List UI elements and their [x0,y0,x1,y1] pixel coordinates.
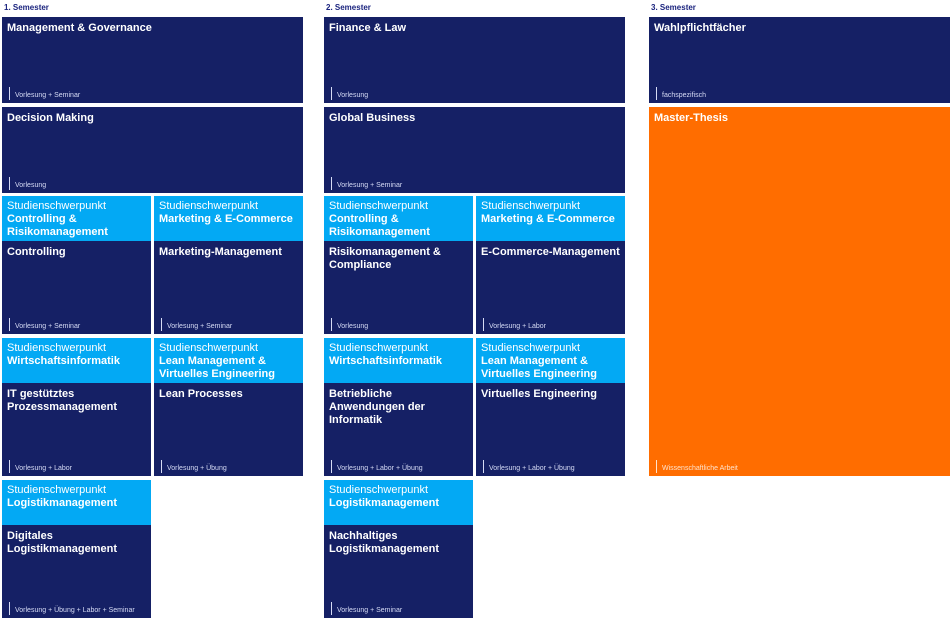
module-wahlpflichtfaecher[interactable]: Wahlpflichtfächer fachspezifisch [649,17,950,103]
specialization-label: Studienschwerpunkt [329,484,429,496]
specialization-name: Logistikmanagement [329,497,440,509]
module-type: Vorlesung + Labor [9,460,72,473]
module-type: Vorlesung + Seminar [331,602,402,615]
module-type: Vorlesung + Seminar [9,87,80,100]
module-title: Marketing-Management [159,246,282,258]
module-betriebliche-anwendungen[interactable]: Betriebliche Anwendungen der Informatik … [324,383,473,476]
module-type: Wissenschaftliche Arbeit [656,460,738,473]
module-type: Vorlesung + Labor + Übung [483,460,575,473]
specialization-name: Logistikmanagement [7,497,118,509]
specialization-header-wirtschaftsinformatik: Studienschwerpunkt Wirtschaftsinformatik [2,338,151,383]
module-type: Vorlesung + Seminar [331,177,402,190]
module-title: Finance & Law [329,22,407,34]
module-type: Vorlesung [331,318,368,331]
module-title: Lean Processes [159,388,243,400]
specialization-header-lean: Studienschwerpunkt Lean Management & Vir… [476,338,625,383]
specialization-name: Marketing & E-Commerce [481,213,615,225]
module-title: Controlling [7,246,66,258]
module-title: Decision Making [7,112,94,124]
specialization-label: Studienschwerpunkt [329,200,429,212]
specialization-header-wirtschaftsinformatik: Studienschwerpunkt Wirtschaftsinformatik [324,338,473,383]
specialization-name: Controlling & Risikomanagement [329,213,430,238]
specialization-name: Wirtschaftsinformatik [7,355,120,367]
module-global-business[interactable]: Global Business Vorlesung + Seminar [324,107,625,193]
module-title: Betriebliche Anwendungen der Informatik [329,388,425,426]
module-it-prozessmanagement[interactable]: IT gestütztes Prozessmanagement Vorlesun… [2,383,151,476]
semester-1-heading: 1. Semester [4,3,49,12]
module-master-thesis[interactable]: Master-Thesis Wissenschaftliche Arbeit [649,107,950,476]
module-title: E-Commerce-Management [481,246,620,258]
module-digitales-logistikmanagement[interactable]: Digitales Logistikmanagement Vorlesung +… [2,525,151,618]
module-type: Vorlesung [9,177,46,190]
module-title: Wahlpflichtfächer [654,22,746,34]
specialization-name: Lean Management & Virtuelles Engineering [159,355,275,380]
specialization-label: Studienschwerpunkt [159,200,259,212]
specialization-label: Studienschwerpunkt [481,200,581,212]
module-type: Vorlesung + Übung + Labor + Seminar [9,602,135,615]
module-e-commerce-management[interactable]: E-Commerce-Management Vorlesung + Labor [476,241,625,334]
module-title: Nachhaltiges Logistikmanagement [329,530,440,555]
module-title: Risikomanagement & Compliance [329,246,441,271]
module-type: Vorlesung + Labor [483,318,546,331]
module-type: Vorlesung + Übung [161,460,227,473]
semester-3-heading: 3. Semester [651,3,696,12]
module-title: Digitales Logistikmanagement [7,530,118,555]
module-type: Vorlesung + Seminar [9,318,80,331]
module-nachhaltiges-logistikmanagement[interactable]: Nachhaltiges Logistikmanagement Vorlesun… [324,525,473,618]
specialization-header-marketing: Studienschwerpunkt Marketing & E-Commerc… [154,196,303,241]
specialization-label: Studienschwerpunkt [7,484,107,496]
specialization-header-logistik: Studienschwerpunkt Logistikmanagement [2,480,151,525]
specialization-label: Studienschwerpunkt [329,342,429,354]
module-marketing-management[interactable]: Marketing-Management Vorlesung + Seminar [154,241,303,334]
specialization-header-controlling: Studienschwerpunkt Controlling & Risikom… [2,196,151,241]
specialization-label: Studienschwerpunkt [159,342,259,354]
semester-2-heading: 2. Semester [326,3,371,12]
module-decision-making[interactable]: Decision Making Vorlesung [2,107,303,193]
specialization-name: Wirtschaftsinformatik [329,355,442,367]
module-title: Management & Governance [7,22,152,34]
module-title: Virtuelles Engineering [481,388,597,400]
specialization-header-logistik: Studienschwerpunkt Logistikmanagement [324,480,473,525]
module-type: Vorlesung + Labor + Übung [331,460,423,473]
module-risikomanagement-compliance[interactable]: Risikomanagement & Compliance Vorlesung [324,241,473,334]
specialization-label: Studienschwerpunkt [7,342,107,354]
module-title: Master-Thesis [654,112,728,124]
specialization-name: Lean Management & Virtuelles Engineering [481,355,597,380]
module-type: fachspezifisch [656,87,706,100]
specialization-label: Studienschwerpunkt [7,200,107,212]
specialization-header-lean: Studienschwerpunkt Lean Management & Vir… [154,338,303,383]
specialization-header-controlling: Studienschwerpunkt Controlling & Risikom… [324,196,473,241]
module-finance-law[interactable]: Finance & Law Vorlesung [324,17,625,103]
specialization-name: Marketing & E-Commerce [159,213,293,225]
module-virtuelles-engineering[interactable]: Virtuelles Engineering Vorlesung + Labor… [476,383,625,476]
module-lean-processes[interactable]: Lean Processes Vorlesung + Übung [154,383,303,476]
module-controlling[interactable]: Controlling Vorlesung + Seminar [2,241,151,334]
module-title: IT gestütztes Prozessmanagement [7,388,118,413]
module-type: Vorlesung + Seminar [161,318,232,331]
module-title: Global Business [329,112,416,124]
module-type: Vorlesung [331,87,368,100]
specialization-name: Controlling & Risikomanagement [7,213,108,238]
specialization-header-marketing: Studienschwerpunkt Marketing & E-Commerc… [476,196,625,241]
specialization-label: Studienschwerpunkt [481,342,581,354]
module-management-governance[interactable]: Management & Governance Vorlesung + Semi… [2,17,303,103]
